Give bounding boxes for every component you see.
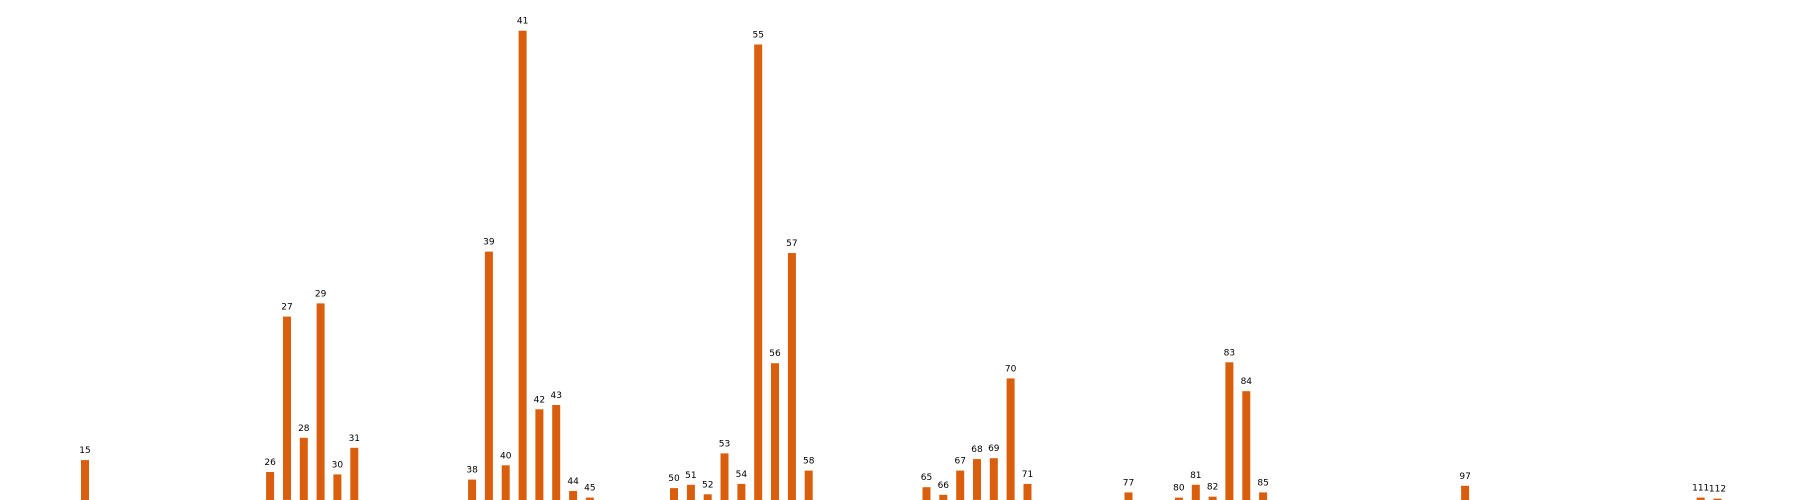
bar-label-51: 51: [685, 471, 696, 481]
bar-53: [720, 453, 729, 500]
bar-label-38: 38: [466, 466, 478, 476]
bar-label-42: 42: [534, 395, 545, 405]
bar-55: [754, 44, 763, 500]
bar-42: [535, 409, 544, 500]
bar-30: [333, 474, 342, 500]
bar-label-85: 85: [1257, 478, 1268, 488]
bar-27: [283, 316, 291, 500]
bar-label-68: 68: [971, 445, 983, 455]
bar-label-67: 67: [954, 457, 965, 467]
bar-label-57: 57: [786, 239, 797, 249]
bars-group: [81, 30, 1722, 500]
bar-label-55: 55: [752, 31, 763, 41]
bar-97: [1461, 485, 1470, 500]
bar-label-30: 30: [332, 460, 344, 470]
bar-26: [266, 472, 275, 500]
bar-label-52: 52: [702, 480, 713, 490]
bar-58: [804, 470, 813, 500]
bar-label-81: 81: [1190, 471, 1201, 481]
bar-label-29: 29: [315, 289, 327, 299]
bar-label-26: 26: [264, 458, 276, 468]
bar-label-15: 15: [79, 446, 90, 456]
bar-41: [518, 30, 527, 500]
bar-label-53: 53: [719, 439, 730, 449]
bar-label-31: 31: [349, 434, 360, 444]
bar-45: [585, 497, 594, 500]
bar-50: [670, 488, 678, 500]
bar-label-69: 69: [988, 444, 1000, 454]
bar-84: [1242, 391, 1251, 500]
bar-label-83: 83: [1224, 348, 1235, 358]
bar-52: [703, 494, 712, 500]
bar-112: [1713, 498, 1722, 500]
bar-28: [299, 437, 308, 500]
bar-label-97: 97: [1459, 472, 1470, 482]
bar-31: [350, 447, 359, 500]
bar-67: [956, 470, 965, 500]
bar-82: [1208, 496, 1217, 500]
bar-label-56: 56: [769, 349, 781, 359]
bar-label-45: 45: [584, 484, 595, 494]
bar-label-77: 77: [1123, 478, 1134, 488]
bar-label-112: 112: [1709, 485, 1726, 495]
bar-39: [484, 251, 493, 500]
bar-label-27: 27: [281, 303, 292, 313]
bar-70: [1006, 378, 1015, 500]
bar-label-50: 50: [668, 474, 680, 484]
bar-66: [939, 494, 948, 500]
bar-label-70: 70: [1005, 364, 1017, 374]
bar-56: [771, 363, 779, 500]
bar-label-40: 40: [500, 451, 512, 461]
bar-29: [316, 303, 325, 500]
bar-label-71: 71: [1022, 470, 1033, 480]
bar-label-82: 82: [1207, 483, 1218, 493]
bar-label-28: 28: [298, 424, 310, 434]
bar-77: [1124, 492, 1133, 500]
bar-label-44: 44: [567, 477, 579, 487]
bar-111: [1696, 497, 1705, 500]
bar-label-54: 54: [736, 470, 748, 480]
bar-label-66: 66: [938, 481, 950, 491]
bar-71: [1023, 483, 1032, 500]
bar-43: [552, 405, 561, 500]
bar-label-80: 80: [1173, 484, 1185, 494]
bar-69: [989, 458, 998, 500]
bar-65: [922, 487, 931, 500]
bar-label-41: 41: [517, 17, 528, 27]
bar-40: [501, 465, 510, 500]
bar-68: [973, 459, 981, 500]
bar-15: [81, 460, 89, 500]
bar-80: [1174, 497, 1183, 500]
bar-83: [1225, 362, 1234, 500]
bar-54: [737, 483, 746, 500]
bar-label-39: 39: [483, 238, 495, 248]
bar-label-111: 111: [1692, 484, 1709, 494]
bar-label-84: 84: [1241, 377, 1253, 387]
bar-51: [686, 484, 695, 500]
bar-81: [1191, 484, 1200, 500]
bar-44: [569, 491, 578, 500]
bar-38: [468, 479, 477, 500]
bar-label-58: 58: [803, 457, 815, 467]
bar-label-43: 43: [550, 391, 561, 401]
bar-85: [1259, 492, 1268, 500]
bar-labels-group: 15 26 27 28 29 30 31 38 39 40 41 42 43 44 45 50 51 52 53 54…: [79, 17, 1726, 495]
bar-label-65: 65: [921, 473, 932, 483]
bar-57: [787, 253, 796, 500]
